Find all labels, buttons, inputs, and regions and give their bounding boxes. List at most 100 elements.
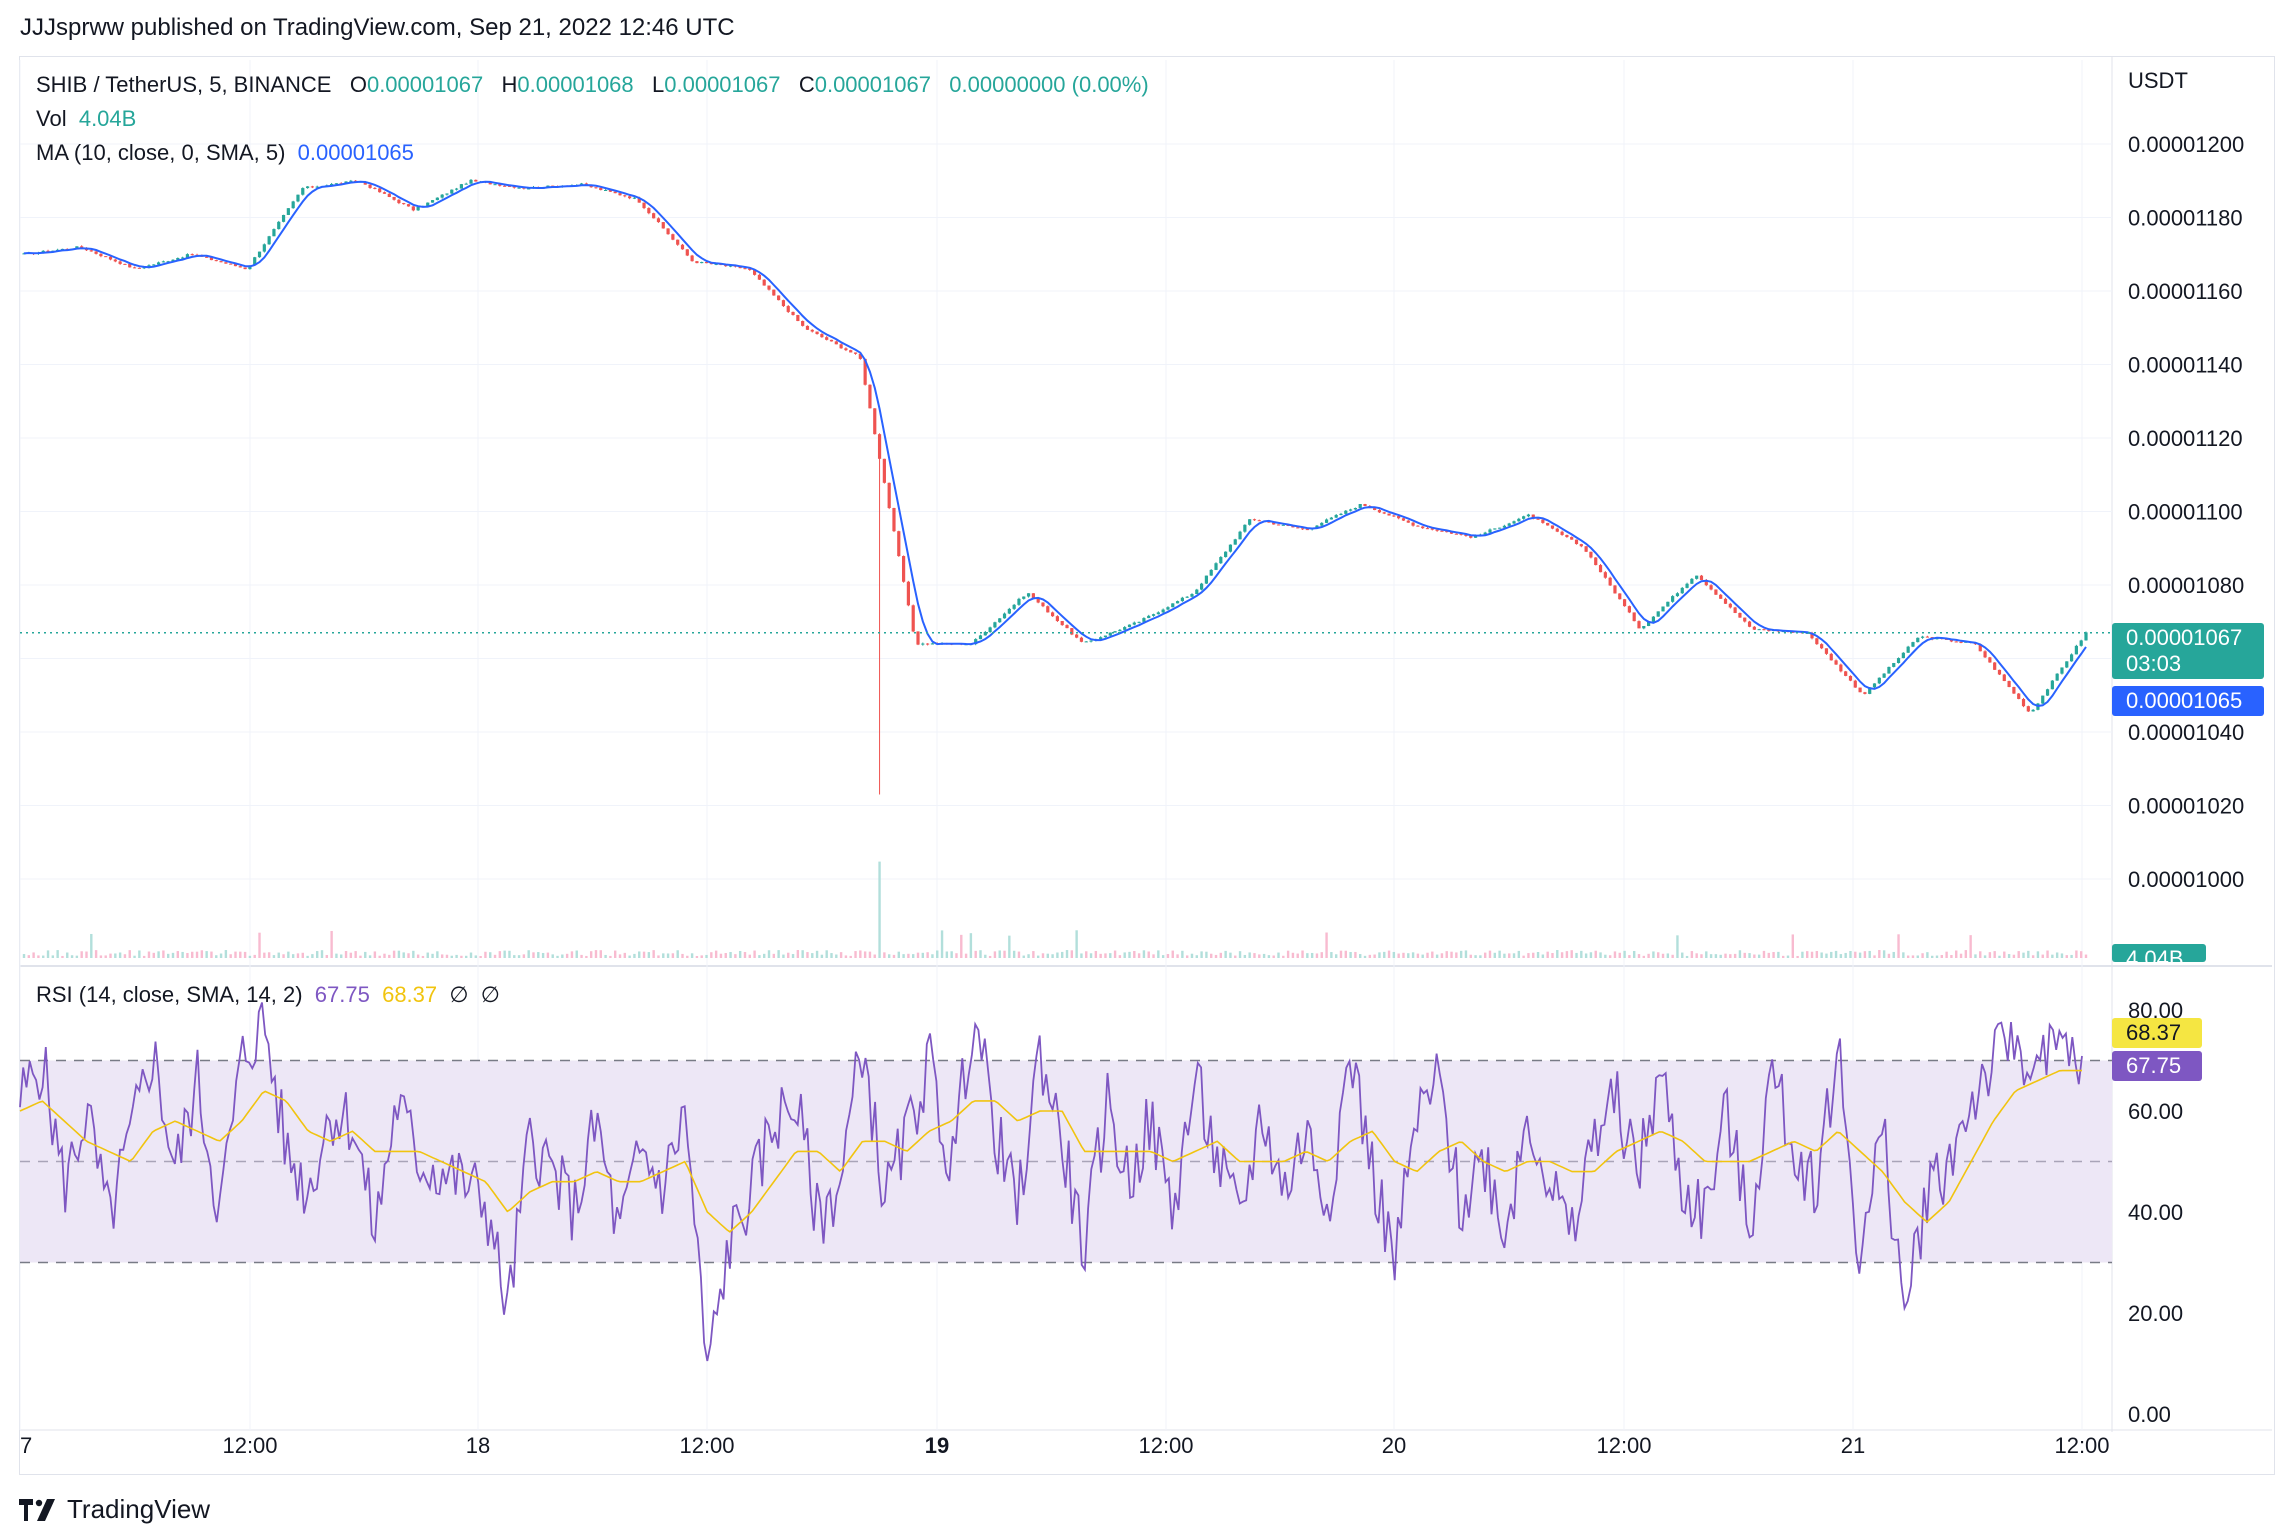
volume-bar (354, 951, 357, 958)
candle-body (2017, 693, 2021, 699)
candle-body (1589, 551, 1593, 558)
candle-body (305, 186, 310, 189)
candle-body (978, 635, 983, 640)
volume-bar (1801, 951, 1804, 958)
volume-bar (1407, 953, 1410, 958)
volume-bar (224, 950, 228, 958)
volume-bar (1118, 955, 1122, 958)
volume-bar (714, 950, 718, 958)
volume-bar (863, 951, 867, 958)
volume-bar (1796, 955, 1799, 958)
candle-body (1440, 530, 1444, 532)
volume-bar (1945, 951, 1948, 958)
ma-legend[interactable]: MA (10, close, 0, SMA, 5) 0.00001065 (36, 140, 414, 166)
candle-body (1810, 632, 1814, 639)
volume-bar (1584, 953, 1588, 958)
volume-bar (772, 953, 776, 958)
candle-body (642, 202, 646, 209)
symbol-label[interactable]: SHIB / TetherUS, 5, BINANCE (36, 72, 332, 97)
volume-bar (594, 950, 598, 958)
volume-bar (1137, 953, 1141, 958)
volume-bar (1820, 952, 1823, 958)
price-tick-label: 0.00001120 (2128, 426, 2243, 451)
candle-body (1353, 507, 1358, 510)
volume-bar (1781, 955, 1785, 958)
candle-body (2050, 680, 2054, 690)
volume-bar (719, 953, 723, 958)
volume-bar (1604, 954, 1607, 958)
candle-body (772, 289, 776, 296)
candle-body (724, 265, 728, 267)
candle-body (94, 251, 98, 254)
volume-legend[interactable]: Vol 4.04B (36, 106, 136, 132)
volume-bar (1488, 950, 1492, 958)
candle-body (1459, 533, 1463, 535)
volume-bar (1301, 950, 1304, 958)
candle-body (695, 261, 699, 264)
volume-bar (1955, 950, 1958, 958)
volume-bar (1608, 955, 1612, 958)
volume-bar (99, 955, 103, 958)
volume-bar (1969, 935, 1972, 958)
volume-bar (878, 861, 881, 958)
volume-bar (1032, 951, 1035, 958)
candle-body (1483, 532, 1487, 535)
volume-bar (61, 955, 64, 958)
candle-body (459, 184, 463, 189)
candle-body (474, 179, 478, 182)
candle-body (1185, 596, 1189, 598)
volume-bar (1051, 954, 1054, 958)
volume-bar (1339, 950, 1343, 958)
candle-body (1276, 524, 1281, 526)
candle-body (983, 631, 987, 636)
open-value: 0.00001067 (366, 72, 484, 97)
tradingview-logo[interactable]: TradingView (19, 1494, 210, 1525)
volume-bar (1772, 952, 1775, 958)
candle-body (1060, 621, 1064, 626)
candle-body (1675, 593, 1680, 597)
candle-body (2045, 689, 2050, 696)
volume-bar (1844, 952, 1847, 958)
volume-bar (1830, 951, 1833, 958)
candle-body (382, 192, 387, 194)
volume-bar (263, 952, 266, 958)
volume-bar (239, 951, 242, 958)
volume-bar (412, 950, 415, 958)
candle-body (1339, 513, 1343, 516)
candle-body (676, 239, 680, 245)
volume-bar (700, 955, 703, 958)
volume-bar (1916, 955, 1919, 958)
tradingview-logo-icon (19, 1498, 55, 1521)
volume-bar (1791, 934, 1795, 958)
candle-body (1228, 544, 1233, 552)
candle-body (1714, 589, 1718, 595)
candle-body (166, 261, 170, 263)
candle-body (123, 263, 127, 265)
candle-body (108, 256, 113, 260)
candle-body (1959, 641, 1963, 643)
candle-body (2002, 674, 2006, 682)
volume-bar (296, 953, 300, 958)
candle-body (921, 643, 925, 645)
volume-bar (1657, 952, 1660, 958)
candle-body (1820, 644, 1824, 649)
candle-body (988, 627, 992, 632)
candle-body (926, 643, 930, 645)
volume-bar (1940, 955, 1944, 958)
volume-bar (849, 955, 852, 958)
candle-body (1901, 652, 1905, 659)
volume-bar (1008, 935, 1011, 958)
candle-body (99, 253, 103, 257)
candle-body (632, 197, 637, 199)
volume-bar (1027, 954, 1030, 958)
volume-bar (1762, 950, 1766, 958)
candle-body (777, 295, 781, 301)
candle-body (1022, 596, 1026, 599)
candle-body (1767, 630, 1771, 632)
volume-bar (205, 951, 208, 958)
candle-body (714, 263, 718, 265)
rsi-legend[interactable]: RSI (14, close, SMA, 14, 2) 67.75 68.37 … (36, 982, 500, 1008)
candle-body (1507, 523, 1511, 526)
candle-body (728, 265, 733, 267)
